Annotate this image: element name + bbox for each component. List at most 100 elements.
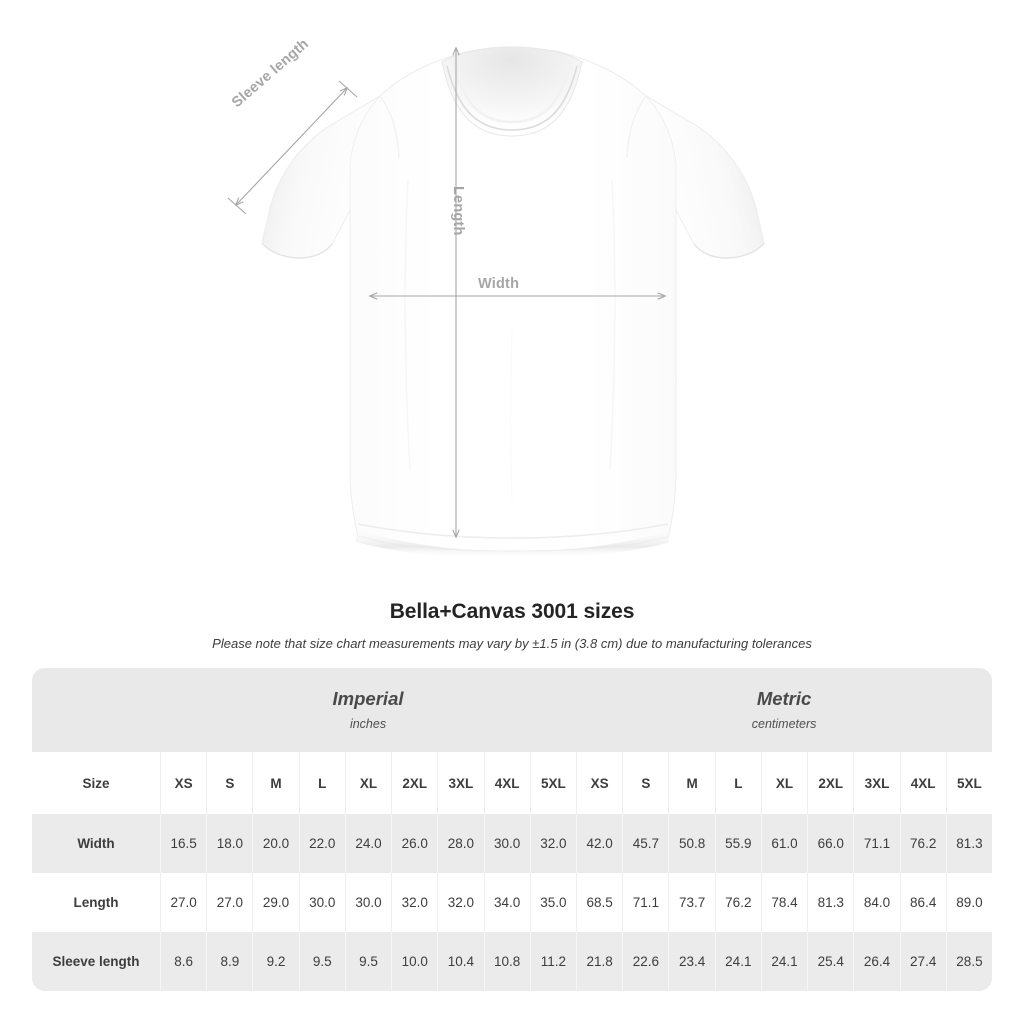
t-shirt-diagram: Sleeve length Length Width <box>227 36 765 559</box>
cell-width-metric-3xl: 71.1 <box>853 814 900 873</box>
size-chart-table-wrapper: Imperial inches Metric centimeters Size XS S M L… <box>32 668 993 991</box>
unit-group-name: Metric <box>756 688 812 710</box>
unit-group-units: inches <box>349 716 387 731</box>
cell-width-metric-l: 55.9 <box>714 814 761 873</box>
cell-width-imperial-5xl: 32.0 <box>529 814 577 873</box>
size-header-imperial-3xl: 3XL <box>437 752 484 814</box>
cell-width-metric-4xl: 76.2 <box>899 814 946 873</box>
cell-width-metric-xl: 61.0 <box>760 814 808 873</box>
cell-sleeve-length-metric-xs: 21.8 <box>576 932 623 991</box>
cell-sleeve-length-metric-4xl: 27.4 <box>899 932 946 991</box>
size-header-imperial-l: L <box>298 752 345 814</box>
page-title: Bella+Canvas 3001 sizes <box>389 600 635 623</box>
cell-width-imperial-2xl: 26.0 <box>391 814 438 873</box>
size-header-metric-s: S <box>622 752 669 814</box>
row-label-length: Length <box>32 873 160 932</box>
size-header-imperial-5xl: 5XL <box>529 752 577 814</box>
sleeve-length-arrow <box>227 80 358 215</box>
cell-length-metric-xl: 78.4 <box>760 873 808 932</box>
cell-sleeve-length-imperial-m: 9.2 <box>252 932 299 991</box>
cell-sleeve-length-metric-5xl: 28.5 <box>945 932 993 991</box>
size-column-header: Size <box>32 752 160 814</box>
cell-length-metric-l: 76.2 <box>714 873 761 932</box>
size-header-metric-m: M <box>668 752 715 814</box>
cell-width-imperial-xl: 24.0 <box>344 814 392 873</box>
cell-length-metric-2xl: 81.3 <box>807 873 854 932</box>
unit-group-name: Imperial <box>332 688 404 710</box>
size-header-metric-xs: XS <box>576 752 623 814</box>
cell-width-metric-xs: 42.0 <box>576 814 623 873</box>
cell-sleeve-length-metric-l: 24.1 <box>714 932 761 991</box>
cell-length-metric-4xl: 86.4 <box>899 873 946 932</box>
table-row: Sleeve length 8.6 8.9 9.2 9.5 9.5 10.0 10.4 10.8… <box>32 932 993 991</box>
cell-sleeve-length-imperial-3xl: 10.4 <box>437 932 484 991</box>
unit-banner-row: Imperial inches Metric centimeters <box>32 668 993 752</box>
size-header-imperial-xl: XL <box>344 752 392 814</box>
width-label: Width <box>478 276 520 292</box>
length-label: Length <box>450 186 466 236</box>
size-header-metric-2xl: 2XL <box>807 752 854 814</box>
cell-sleeve-length-imperial-xl: 9.5 <box>344 932 392 991</box>
table-row: Length 27.0 27.0 29.0 30.0 30.0 32.0 32.0 34.0 35… <box>32 873 993 932</box>
hem-shadow <box>352 528 672 559</box>
cell-sleeve-length-metric-xl: 24.1 <box>760 932 808 991</box>
cell-length-imperial-3xl: 32.0 <box>437 873 484 932</box>
cell-width-metric-s: 45.7 <box>622 814 669 873</box>
cell-width-imperial-xs: 16.5 <box>160 814 207 873</box>
size-header-imperial-xs: XS <box>160 752 207 814</box>
unit-group-metric: Metric centimeters <box>576 668 993 752</box>
cell-sleeve-length-metric-s: 22.6 <box>622 932 669 991</box>
cell-sleeve-length-metric-m: 23.4 <box>668 932 715 991</box>
cell-width-imperial-m: 20.0 <box>252 814 299 873</box>
cell-sleeve-length-imperial-s: 8.9 <box>206 932 253 991</box>
unit-group-units: centimeters <box>751 716 817 731</box>
size-header-metric-3xl: 3XL <box>853 752 900 814</box>
page-subtitle: Please note that size chart measurements… <box>212 636 812 651</box>
hem-line <box>357 523 669 539</box>
banner-corner-cell <box>32 668 160 752</box>
cell-sleeve-length-imperial-2xl: 10.0 <box>391 932 438 991</box>
cell-sleeve-length-imperial-l: 9.5 <box>298 932 345 991</box>
cell-length-metric-3xl: 84.0 <box>853 873 900 932</box>
cell-sleeve-length-imperial-5xl: 11.2 <box>529 932 577 991</box>
t-shirt-illustration <box>227 46 765 559</box>
size-header-metric-4xl: 4XL <box>899 752 946 814</box>
cell-length-imperial-5xl: 35.0 <box>529 873 577 932</box>
size-header-imperial-m: M <box>252 752 299 814</box>
cell-sleeve-length-metric-3xl: 26.4 <box>853 932 900 991</box>
cell-length-imperial-xl: 30.0 <box>344 873 392 932</box>
size-header-row: Size XS S M L XL 2XL 3XL 4XL 5XL XS S M L XL 2XL 3XL 4XL 5… <box>32 752 993 814</box>
cell-length-imperial-l: 30.0 <box>298 873 345 932</box>
cell-length-metric-5xl: 89.0 <box>945 873 993 932</box>
heading-block: Bella+Canvas 3001 sizes Please note that… <box>0 600 1024 651</box>
collar <box>441 46 583 137</box>
size-header-imperial-4xl: 4XL <box>483 752 530 814</box>
size-header-imperial-s: S <box>206 752 253 814</box>
cell-width-imperial-3xl: 28.0 <box>437 814 484 873</box>
cell-width-metric-5xl: 81.3 <box>945 814 993 873</box>
cell-length-imperial-s: 27.0 <box>206 873 253 932</box>
size-chart-table: Imperial inches Metric centimeters Size XS S M L… <box>32 668 993 991</box>
cell-length-imperial-2xl: 32.0 <box>391 873 438 932</box>
cell-width-imperial-4xl: 30.0 <box>483 814 530 873</box>
cell-length-imperial-4xl: 34.0 <box>483 873 530 932</box>
size-header-imperial-2xl: 2XL <box>391 752 438 814</box>
cell-width-imperial-s: 18.0 <box>206 814 253 873</box>
size-header-metric-l: L <box>714 752 761 814</box>
cell-sleeve-length-imperial-xs: 8.6 <box>160 932 207 991</box>
table-row: Width 16.5 18.0 20.0 22.0 24.0 26.0 28.0 30.0 32.… <box>32 814 993 873</box>
size-header-metric-xl: XL <box>760 752 808 814</box>
cell-width-metric-2xl: 66.0 <box>807 814 854 873</box>
cell-width-imperial-l: 22.0 <box>298 814 345 873</box>
row-label-width: Width <box>32 814 160 873</box>
unit-group-imperial: Imperial inches <box>160 668 577 752</box>
cell-sleeve-length-imperial-4xl: 10.8 <box>483 932 530 991</box>
cell-length-imperial-m: 29.0 <box>252 873 299 932</box>
size-header-metric-5xl: 5XL <box>945 752 993 814</box>
cell-length-metric-m: 73.7 <box>668 873 715 932</box>
cell-length-metric-s: 71.1 <box>622 873 669 932</box>
cell-sleeve-length-metric-2xl: 25.4 <box>807 932 854 991</box>
cell-length-imperial-xs: 27.0 <box>160 873 207 932</box>
cell-length-metric-xs: 68.5 <box>576 873 623 932</box>
row-label-sleeve-length: Sleeve length <box>32 932 160 991</box>
